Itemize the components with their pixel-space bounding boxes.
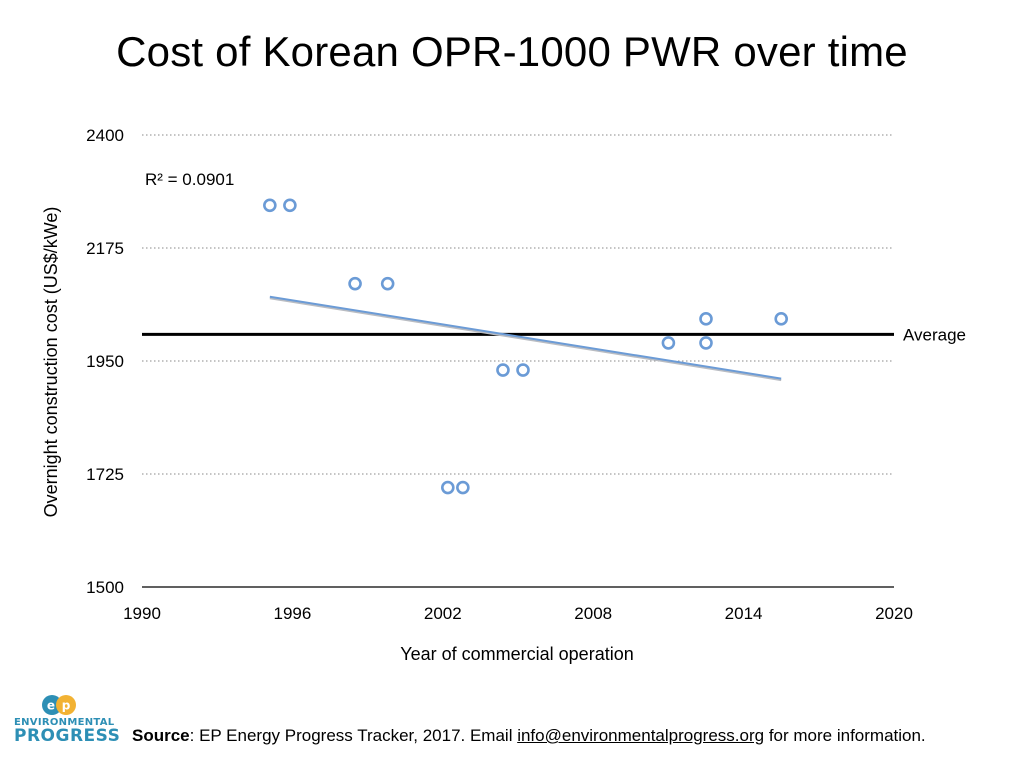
data-point-9: [661, 336, 676, 350]
email-link[interactable]: info@environmentalprogress.org: [517, 726, 765, 745]
data-point-12: [774, 312, 789, 326]
logo-line-1: ENVIRONMENTAL: [14, 717, 115, 728]
x-tick-label-2020: 2020: [875, 604, 913, 623]
data-point-7: [441, 480, 455, 495]
y-axis-title: Overnight construction cost (US$/kWe): [41, 207, 61, 518]
data-point-1: [263, 198, 277, 213]
gridlines: [142, 134, 894, 475]
source-label: Source: [132, 726, 190, 745]
trendline: [269, 295, 782, 380]
ep-logo-icon: e p: [42, 695, 76, 715]
data-point-8: [456, 480, 470, 495]
y-tick-label-1500: 1500: [86, 578, 124, 597]
svg-text:e: e: [47, 699, 55, 713]
tick-labels: 1500 1725 1950 2175 2400 1990 1996 2002 2008 2014…: [86, 126, 913, 623]
x-tick-label-1996: 1996: [273, 604, 311, 623]
data-points: [263, 198, 789, 495]
average-label: Average: [903, 325, 966, 344]
data-point-10: [699, 336, 713, 350]
y-tick-label-2400: 2400: [86, 126, 124, 145]
y-tick-label-1725: 1725: [86, 465, 124, 484]
x-tick-label-2002: 2002: [424, 604, 462, 623]
source-tail: for more information.: [764, 726, 926, 745]
trendline-group: [269, 295, 782, 382]
data-point-3: [348, 276, 362, 291]
ep-logo: e p ENVIRONMENTAL PROGRESS: [14, 694, 121, 746]
x-tick-label-2008: 2008: [574, 604, 612, 623]
y-tick-label-2175: 2175: [86, 239, 124, 258]
trendline-shadow: [269, 297, 782, 382]
x-tick-label-2014: 2014: [725, 604, 763, 623]
chart-title: Cost of Korean OPR-1000 PWR over time: [116, 28, 908, 75]
y-tick-label-1950: 1950: [86, 352, 124, 371]
svg-text:p: p: [62, 699, 71, 713]
x-tick-label-1990: 1990: [123, 604, 161, 623]
data-point-11: [699, 312, 713, 326]
source-footer: Source: EP Energy Progress Tracker, 2017…: [132, 726, 926, 746]
x-axis-title: Year of commercial operation: [400, 644, 633, 664]
data-point-6: [516, 363, 530, 377]
source-text: : EP Energy Progress Tracker, 2017. Emai…: [189, 726, 518, 745]
data-point-2: [283, 198, 297, 213]
data-point-4: [380, 276, 395, 291]
data-point-5: [496, 363, 510, 377]
logo-line-2: PROGRESS: [14, 726, 121, 746]
average-line-group: Average: [142, 325, 966, 344]
r-squared-label: R² = 0.0901: [145, 170, 234, 189]
